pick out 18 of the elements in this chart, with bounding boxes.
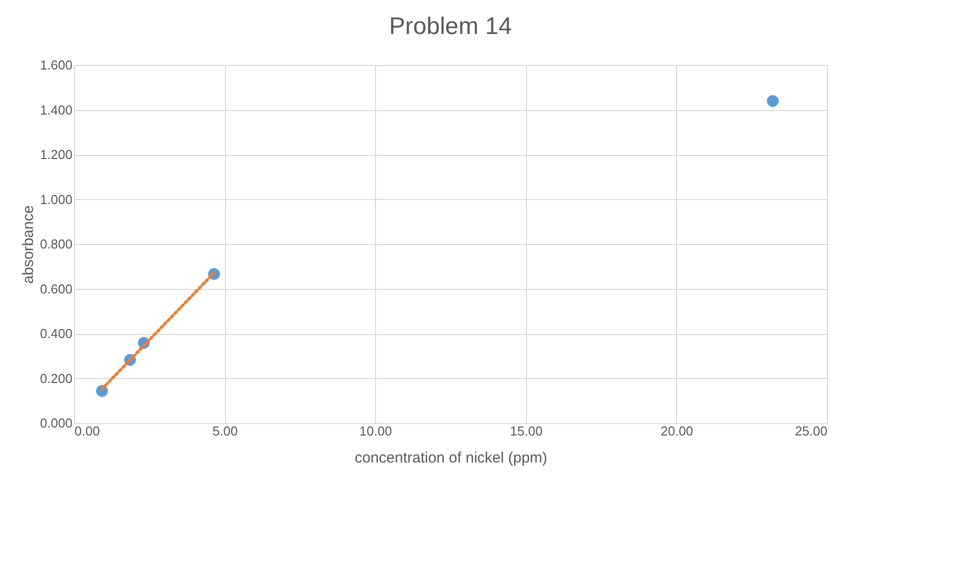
- chart-title: Problem 14: [389, 13, 512, 40]
- x-tick-label: 10.00: [359, 424, 392, 438]
- x-tick-label: 20.00: [660, 424, 694, 438]
- y-tick-label: 0.600: [40, 281, 72, 296]
- y-tick-label: 0.800: [40, 236, 72, 252]
- x-tick-label: 15.00: [510, 424, 543, 438]
- y-tick-label: 0.200: [40, 370, 72, 386]
- x-tick-label: 25.00: [794, 424, 828, 438]
- x-axis-title: concentration of nickel (ppm): [354, 450, 548, 466]
- y-tick-label: 0.000: [40, 416, 72, 430]
- y-tick-label: 1.200: [40, 147, 72, 162]
- y-tick-label: 1.600: [40, 58, 72, 72]
- y-tick-label: 0.400: [40, 326, 72, 341]
- y-axis-title: absorbance: [20, 205, 37, 284]
- x-tick-label: 0.00: [74, 424, 100, 438]
- y-tick-label: 1.000: [40, 192, 72, 207]
- y-tick-label: 1.400: [40, 102, 72, 118]
- x-tick-label: 5.00: [212, 424, 238, 438]
